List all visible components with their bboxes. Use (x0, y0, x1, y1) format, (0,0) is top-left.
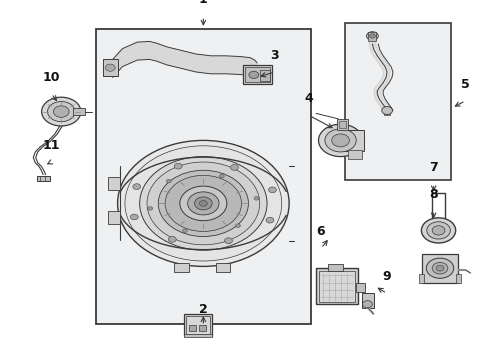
Polygon shape (108, 177, 120, 190)
Circle shape (266, 217, 274, 223)
Polygon shape (216, 263, 230, 272)
Circle shape (382, 107, 392, 114)
Circle shape (325, 129, 356, 152)
Circle shape (199, 201, 207, 206)
Text: 4: 4 (304, 92, 313, 105)
Text: 6: 6 (317, 225, 325, 238)
Circle shape (48, 102, 75, 122)
Text: 2: 2 (199, 303, 208, 316)
Bar (345, 23, 451, 180)
Bar (260, 70, 270, 81)
Bar (199, 325, 206, 331)
Circle shape (195, 197, 212, 210)
Bar (419, 274, 424, 283)
Bar (184, 314, 212, 336)
Bar (103, 59, 118, 76)
Polygon shape (37, 176, 50, 181)
Circle shape (363, 301, 372, 308)
Bar (362, 293, 374, 308)
Circle shape (254, 197, 259, 200)
Circle shape (169, 237, 176, 242)
Circle shape (125, 146, 282, 261)
Circle shape (318, 124, 363, 157)
Bar (356, 283, 365, 292)
Circle shape (133, 184, 141, 189)
Circle shape (180, 186, 227, 221)
Circle shape (182, 229, 187, 233)
Circle shape (432, 226, 445, 235)
Bar (73, 108, 85, 115)
Bar (422, 254, 458, 283)
Circle shape (166, 179, 171, 183)
Bar (243, 65, 272, 84)
Text: 8: 8 (429, 188, 438, 201)
Bar (348, 150, 362, 159)
Circle shape (421, 218, 456, 243)
Circle shape (165, 175, 242, 231)
Bar (189, 325, 196, 331)
Circle shape (188, 192, 219, 215)
Polygon shape (174, 263, 189, 272)
Text: 5: 5 (461, 78, 470, 91)
Text: 10: 10 (43, 71, 60, 84)
Circle shape (174, 163, 182, 169)
Circle shape (140, 157, 267, 250)
Polygon shape (108, 211, 120, 224)
Bar (184, 334, 212, 337)
Bar (96, 29, 311, 324)
Text: 3: 3 (270, 49, 279, 62)
Bar (245, 67, 270, 82)
Bar (318, 271, 355, 302)
Circle shape (436, 265, 444, 271)
Bar (316, 268, 358, 304)
Circle shape (130, 214, 138, 220)
Circle shape (236, 224, 241, 228)
Bar (384, 110, 390, 115)
Circle shape (105, 64, 115, 71)
Circle shape (426, 258, 454, 278)
Circle shape (432, 262, 448, 274)
Text: 9: 9 (383, 270, 392, 283)
Bar (337, 119, 348, 130)
Bar (456, 274, 461, 283)
Text: 1: 1 (199, 0, 208, 6)
Bar (343, 130, 364, 151)
Circle shape (369, 34, 375, 38)
Circle shape (148, 207, 153, 210)
Circle shape (367, 32, 378, 40)
Bar (339, 121, 346, 128)
Circle shape (269, 187, 276, 193)
Circle shape (220, 174, 224, 178)
Bar (368, 32, 376, 41)
Bar (328, 264, 343, 271)
Polygon shape (113, 41, 257, 81)
Circle shape (224, 238, 232, 244)
Circle shape (53, 106, 69, 117)
Circle shape (118, 140, 289, 266)
Circle shape (42, 97, 81, 126)
Bar (186, 316, 210, 334)
Circle shape (249, 71, 259, 78)
Circle shape (158, 170, 248, 237)
Circle shape (147, 162, 260, 245)
Circle shape (230, 165, 238, 170)
Text: 11: 11 (43, 139, 60, 152)
Circle shape (332, 134, 349, 147)
Circle shape (427, 222, 450, 239)
Text: 7: 7 (429, 161, 438, 174)
